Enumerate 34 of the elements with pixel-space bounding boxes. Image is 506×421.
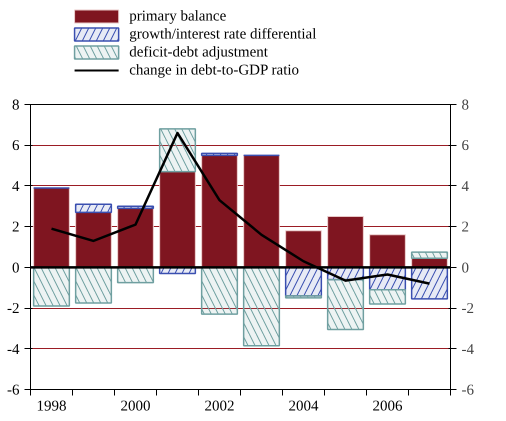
bar [33, 187, 70, 268]
y2-tick-label: 8 [462, 98, 469, 114]
y-tick-label: -6 [7, 382, 20, 398]
bar [285, 230, 322, 268]
y2-tick-label: 4 [462, 178, 470, 195]
bar [159, 171, 196, 268]
y2-tick-label: 2 [462, 220, 469, 236]
y-tick-label: 4 [12, 178, 20, 195]
y-tick-label: 6 [12, 138, 20, 154]
x-tick-label: 2006 [372, 398, 403, 414]
x-tick-label: 1998 [36, 398, 66, 414]
y2-tick-label: 0 [462, 260, 469, 276]
y-tick-label: 8 [12, 98, 20, 114]
legend-label: deficit-debt adjustment [129, 44, 269, 60]
bar [117, 208, 154, 268]
x-tick-label: 2002 [204, 398, 234, 414]
x-tick-label: 2000 [120, 398, 150, 414]
y2-tick-label: -6 [462, 382, 474, 398]
y-tick-label: -2 [7, 301, 20, 318]
y2-tick-label: 6 [462, 138, 470, 154]
bar [75, 212, 112, 268]
bar [327, 216, 364, 268]
legend-label: growth/interest rate differential [129, 26, 316, 42]
y-tick-label: 2 [12, 220, 20, 236]
y2-tick-label: -4 [462, 342, 474, 358]
y-tick-label: 0 [12, 260, 20, 276]
legend-label: primary balance [129, 8, 227, 24]
y2-tick-label: -2 [462, 301, 474, 318]
bar [243, 154, 280, 268]
legend-label: change in debt-to-GDP ratio [129, 62, 300, 78]
x-tick-label: 2004 [288, 398, 319, 414]
bar [369, 234, 406, 268]
bar [201, 154, 238, 268]
y-tick-label: -4 [7, 342, 20, 358]
